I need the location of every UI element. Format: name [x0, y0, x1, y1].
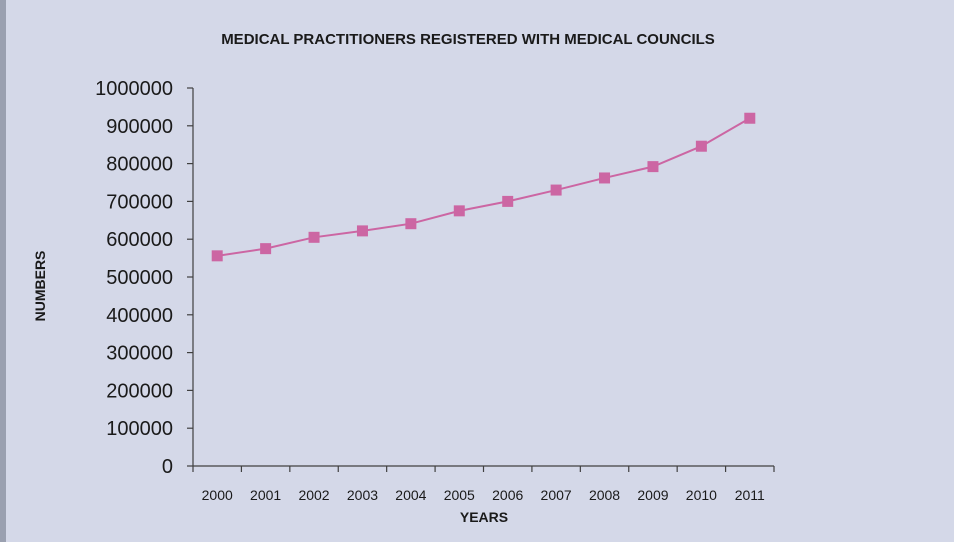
y-axis-label: NUMBERS — [32, 251, 48, 322]
y-tick-label: 500000 — [106, 267, 173, 289]
x-tick-label: 2000 — [202, 487, 233, 503]
y-tick-label: 700000 — [106, 191, 173, 213]
x-tick-label: 2009 — [637, 487, 668, 503]
chart-title: MEDICAL PRACTITIONERS REGISTERED WITH ME… — [221, 31, 715, 48]
x-tick-label: 2008 — [589, 487, 620, 503]
y-ticks: 0 100000 200000 300000 400000 500000 600000 700… — [95, 78, 193, 478]
data-point-marker — [211, 250, 223, 262]
x-tick-label: 2005 — [444, 487, 475, 503]
y-tick-label: 400000 — [106, 305, 173, 327]
data-point-marker — [308, 231, 320, 243]
series-line — [217, 117, 751, 257]
y-tick-label: 800000 — [106, 154, 173, 176]
x-ticks: 2000 2001 2002 2003 2004 2005 2006 2007 2008 2009… — [192, 466, 775, 503]
x-axis-label: YEARS — [460, 509, 508, 525]
y-tick-label: 600000 — [106, 229, 173, 251]
x-tick-label: 2001 — [250, 487, 281, 503]
axes — [192, 88, 774, 467]
x-tick-label: 2006 — [492, 487, 523, 503]
x-tick-label: 2010 — [686, 487, 717, 503]
y-tick-label: 1000000 — [95, 78, 173, 100]
data-point-marker — [599, 172, 611, 184]
line-chart: MEDICAL PRACTITIONERS REGISTERED WITH ME… — [32, 31, 775, 525]
y-tick-label: 100000 — [106, 418, 173, 440]
data-point-marker — [695, 140, 707, 152]
data-point-marker — [502, 195, 514, 207]
x-tick-label: 2003 — [347, 487, 378, 503]
y-tick-label: 900000 — [106, 116, 173, 138]
data-point-marker — [356, 225, 368, 237]
data-point-marker — [647, 161, 659, 173]
data-point-marker — [550, 184, 562, 196]
x-tick-label: 2004 — [395, 487, 426, 503]
x-tick-label: 2007 — [541, 487, 572, 503]
data-point-marker — [405, 218, 417, 230]
series — [211, 112, 756, 262]
x-tick-label: 2002 — [298, 487, 329, 503]
y-tick-label: 0 — [162, 456, 173, 478]
data-point-marker — [453, 205, 465, 217]
y-tick-label: 200000 — [106, 380, 173, 402]
y-tick-label: 300000 — [106, 343, 173, 365]
x-tick-label: 2011 — [735, 487, 765, 503]
data-point-marker — [260, 243, 272, 255]
data-point-marker — [744, 112, 756, 124]
